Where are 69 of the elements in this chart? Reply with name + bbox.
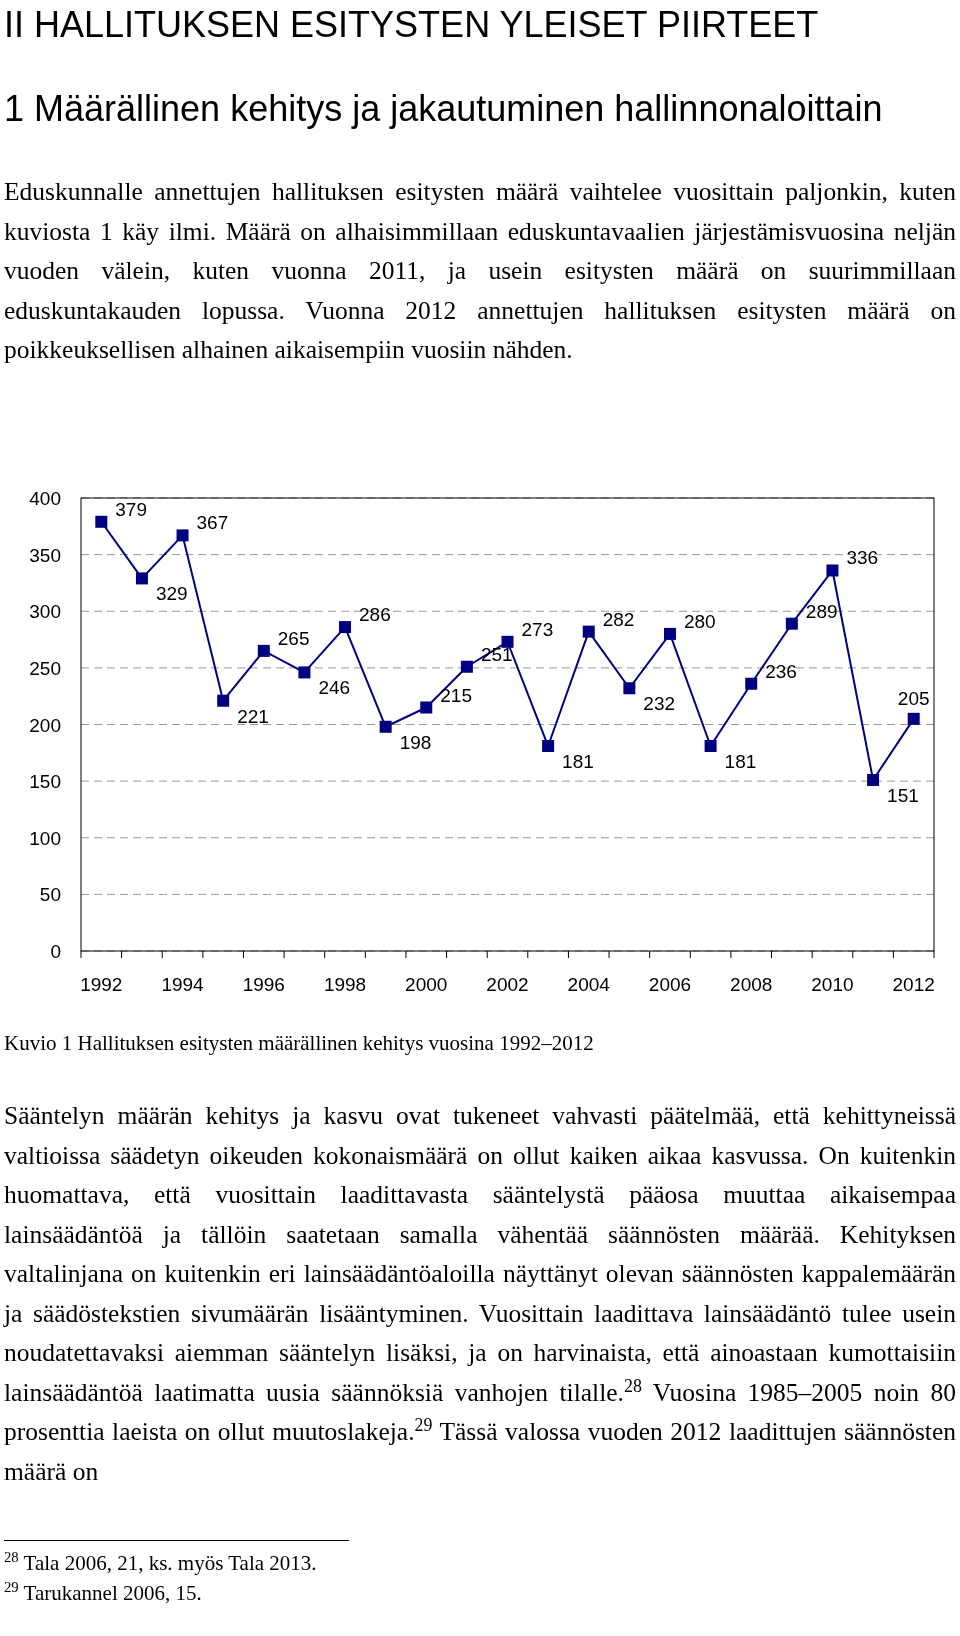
text: Eduskunnalle annettujen hallituksen esitysten määrä vaihtelee vuosittain paljonkin, kuten kuviosta 1 käy ilmi. Määrä on alhaisimmillaan eduskuntavaalien järjestämisvuosina neljän vuoden välein, kuten vuonna 2011, ja usein esitysten määrä on suurimmillaan eduskuntakauden lopussa. Vuonna 2012 annettujen hallituksen esitysten määrä on poikkeuksellisen alhainen aikaisempiin vuosiin nähden. <box>4 176 956 366</box>
data-label: 379 <box>115 498 148 520</box>
point <box>867 773 880 786</box>
data-label: 236 <box>765 660 797 682</box>
data-label: 181 <box>562 751 594 773</box>
x-tick-label: 2008 <box>730 974 773 995</box>
chart-subtitle: 1 Määrällinen kehitys ja jakautuminen hallinnonaloittain <box>4 88 883 130</box>
point <box>176 529 189 542</box>
x-tick-label: 2010 <box>811 974 854 995</box>
y-tick-label: 50 <box>39 884 61 906</box>
data-label: 198 <box>399 731 432 753</box>
x-tick-label: 2012 <box>892 974 935 995</box>
y-tick-label: 350 <box>29 544 61 566</box>
point <box>745 677 758 690</box>
data-label: 280 <box>683 610 716 632</box>
data-label: 251 <box>480 643 513 665</box>
data-label: 329 <box>155 583 188 605</box>
point <box>257 644 270 657</box>
point <box>501 635 514 648</box>
data-label: 289 <box>805 600 838 622</box>
x-tick-label: 2006 <box>648 974 692 995</box>
data-label: 181 <box>724 751 757 773</box>
text: $^{28}$ Tala 2006, 21, ks. myös Tala 2013. <box>4 1548 317 1577</box>
y-tick-label: 150 <box>29 771 61 793</box>
data-label: 205 <box>897 687 930 709</box>
text: $^{29}$ Tarukannel 2006, 15. <box>4 1578 203 1607</box>
point <box>95 515 108 528</box>
data-label: 265 <box>277 627 310 649</box>
point <box>460 660 473 673</box>
y-tick-label: 300 <box>29 601 61 623</box>
text: Sääntelyn määrän kehitys ja kasvu ovat tukeneet vahvasti päätelmää, että kehittyneissä valtioissa säädetyn oikeuden kokonaismäärä on ollut kaiken aikaa kasvussa. On kuitenkin huomattava, että vuosittain laadittavasta sääntelystä pääosa muuttaa aikaisempaa lainsäädäntöä ja tällöin saatetaan samalla vähentää säännösten määrää. Kehityksen valtalinjana on kuitenkin eri lainsäädäntöaloilla näyttänyt olevan säännösten kappalemäärän ja säädöstekstien sivumäärän lisääntyminen. Vuosittain laadittava lainsäädäntö tulee usein noudatettavaksi aiemman sääntelyn lisäksi, ja on harvinaista, että ainoastaan kumottaisiin lainsäädäntöä laatimatta uusia säännöksiä vanhojen tilalle.$^{28}$ Vuosina 1985–2005 noin 80 prosenttia laeista on ollut muutoslakeja.$^{29}$ Tässä valossa vuoden 2012 laadittujen säännösten määrä on <box>4 1101 956 1486</box>
x-tick-label: 2004 <box>567 974 611 995</box>
x-tick-label: 1994 <box>161 974 205 995</box>
x-tick-label: 1996 <box>242 974 285 995</box>
point <box>420 701 433 714</box>
data-label: 151 <box>887 784 919 806</box>
data-label: 215 <box>440 684 472 706</box>
text: Kuvio 1 Hallituksen esitysten määrällinen kehitys vuosina 1992–2012 <box>4 1030 594 1057</box>
point <box>339 621 352 634</box>
point <box>135 572 148 585</box>
y-tick-label: 400 <box>29 488 61 509</box>
point <box>826 564 839 577</box>
x-tick-label: 1992 <box>80 974 123 995</box>
y-tick-label: 250 <box>29 657 61 679</box>
data-label: 286 <box>359 604 391 626</box>
x-tick-label: 1998 <box>323 974 367 995</box>
x-tick-label: 2002 <box>486 974 529 995</box>
y-tick-label: 100 <box>29 827 61 849</box>
point <box>582 625 595 638</box>
point <box>298 666 311 679</box>
point <box>907 712 920 725</box>
x-tick-label: 2000 <box>405 974 448 995</box>
point <box>785 617 798 630</box>
point <box>379 720 392 733</box>
y-tick-label: 0 <box>50 941 61 962</box>
point <box>704 740 717 753</box>
point <box>217 694 230 707</box>
data-label: 282 <box>602 608 635 630</box>
data-label: 336 <box>846 547 879 569</box>
y-tick-label: 200 <box>29 714 61 736</box>
data-label: 221 <box>237 705 269 727</box>
data-label: 367 <box>196 512 229 534</box>
chart-title: II HALLITUKSEN ESITYSTEN YLEISET PIIRTEET <box>4 4 819 46</box>
point <box>623 682 636 695</box>
point <box>542 740 555 753</box>
data-label: 232 <box>643 693 676 715</box>
data-label: 246 <box>318 677 351 699</box>
data-label: 273 <box>521 618 554 640</box>
point <box>663 627 676 640</box>
